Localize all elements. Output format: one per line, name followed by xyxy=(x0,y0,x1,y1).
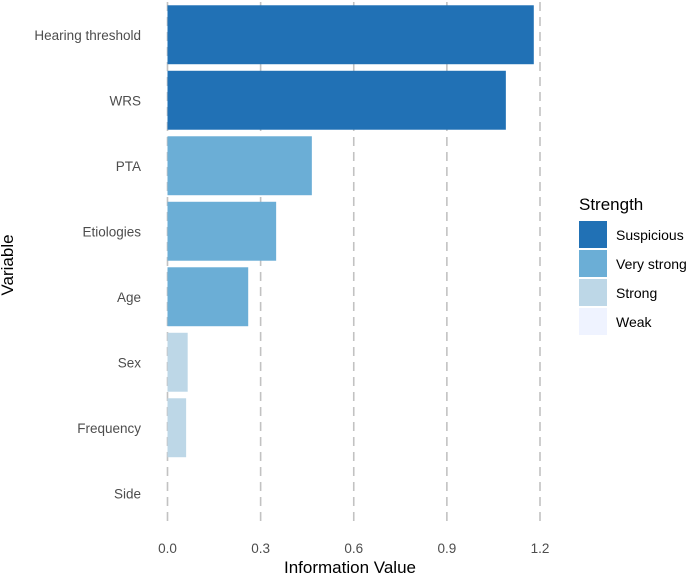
legend-key-weak xyxy=(579,308,607,335)
legend-label-very-strong: Very strong xyxy=(616,256,687,272)
y-tick-labels: Hearing threshold WRS PTA Etiologies Age Sex F… xyxy=(34,28,141,502)
x-tick-label-1: 0.3 xyxy=(251,541,270,556)
x-tick-labels: 0.0 0.3 0.6 0.9 1.2 xyxy=(158,541,549,556)
y-tick-label-frequency: Frequency xyxy=(77,421,141,436)
y-axis-title: Variable xyxy=(0,234,17,295)
bar-sex xyxy=(167,332,188,392)
legend-title: Strength xyxy=(579,195,643,214)
legend: Strength Suspicious Very strong Strong Weak xyxy=(579,195,687,335)
legend-label-weak: Weak xyxy=(616,314,653,330)
y-tick-label-wrs: WRS xyxy=(110,93,142,108)
y-tick-label-sex: Sex xyxy=(118,355,142,370)
bar-age xyxy=(167,267,249,327)
x-tick-label-4: 1.2 xyxy=(531,541,550,556)
x-axis-title: Information Value xyxy=(284,558,416,575)
bar-hearing-threshold xyxy=(167,5,534,65)
bar-pta xyxy=(167,136,312,196)
bars xyxy=(167,5,534,458)
y-tick-label-pta: PTA xyxy=(116,159,141,174)
y-tick-label-age: Age xyxy=(117,290,141,305)
bar-etiologies xyxy=(167,201,277,261)
bar-wrs xyxy=(167,70,506,130)
legend-label-suspicious: Suspicious xyxy=(616,227,684,243)
legend-key-suspicious xyxy=(579,221,607,248)
y-tick-label-hearing-threshold: Hearing threshold xyxy=(34,28,141,43)
x-tick-label-0: 0.0 xyxy=(158,541,177,556)
x-tick-label-2: 0.6 xyxy=(344,541,363,556)
legend-key-strong xyxy=(579,279,607,306)
legend-label-strong: Strong xyxy=(616,285,657,301)
y-tick-label-side: Side xyxy=(114,486,141,501)
legend-key-very-strong xyxy=(579,250,607,277)
y-tick-label-etiologies: Etiologies xyxy=(82,224,141,239)
bar-frequency xyxy=(167,398,187,458)
x-tick-label-3: 0.9 xyxy=(437,541,456,556)
